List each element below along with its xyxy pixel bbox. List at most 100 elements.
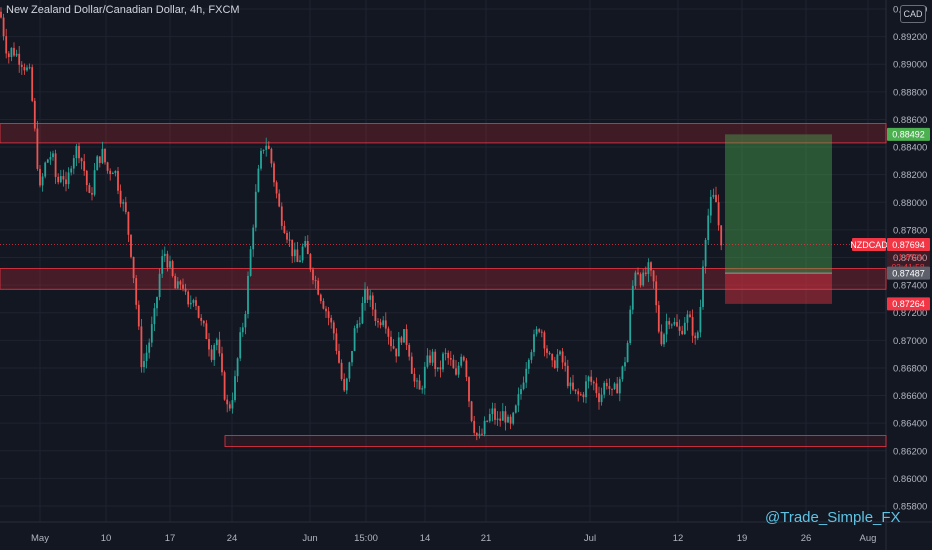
candle-body <box>335 333 338 351</box>
candle-body <box>137 304 140 327</box>
candle-body <box>119 190 122 204</box>
candle-body <box>356 323 359 329</box>
candle-body <box>364 288 366 304</box>
candle-body <box>114 170 117 174</box>
candle-body <box>566 365 569 387</box>
candle-body <box>400 337 403 343</box>
candle-body <box>13 47 15 56</box>
candle-body <box>179 281 182 285</box>
candle-body <box>468 377 470 402</box>
candle-body <box>208 339 210 350</box>
candle-body <box>226 399 229 405</box>
y-tick-label: 0.86800 <box>893 363 927 374</box>
candle-body <box>20 64 23 67</box>
candle-body <box>478 433 481 436</box>
candle-body <box>410 356 413 374</box>
candle-body <box>78 146 80 159</box>
candle-body <box>369 295 372 300</box>
candle-body <box>15 53 18 56</box>
candle-body <box>306 241 309 255</box>
candle-body <box>525 368 528 383</box>
candle-body <box>202 320 205 324</box>
candle-body <box>317 280 320 295</box>
candle-body <box>171 261 174 277</box>
candle-body <box>319 294 322 302</box>
candle-body <box>707 215 710 240</box>
candle-body <box>626 343 629 363</box>
candle-body <box>473 420 476 433</box>
candle-body <box>551 353 554 361</box>
candle-body <box>392 346 395 349</box>
candle-body <box>488 414 491 422</box>
candle-body <box>348 362 351 379</box>
candle-body <box>70 168 73 173</box>
candle-body <box>650 262 652 271</box>
candle-body <box>7 53 10 58</box>
candle-body <box>247 275 249 315</box>
candle-body <box>629 309 632 344</box>
candle-body <box>148 342 151 353</box>
candle-body <box>93 170 96 195</box>
candle-body <box>455 368 457 375</box>
candle-body <box>397 337 400 357</box>
candle-body <box>366 288 369 300</box>
candle-body <box>288 239 291 241</box>
x-tick-label: May <box>31 533 49 544</box>
candle-body <box>127 212 130 235</box>
candle-body <box>98 156 101 163</box>
candle-body <box>418 380 421 390</box>
y-tick-label: 0.88000 <box>893 198 927 209</box>
candle-body <box>556 354 559 369</box>
candle-body <box>254 191 257 228</box>
candle-body <box>559 351 561 355</box>
candle-body <box>379 322 382 326</box>
candle-body <box>712 194 715 197</box>
candle-body <box>75 146 78 159</box>
candle-body <box>382 320 385 326</box>
candle-body <box>452 359 455 369</box>
candle-body <box>429 355 431 363</box>
candle-body <box>200 317 203 321</box>
candle-body <box>546 348 548 353</box>
candle-body <box>465 360 468 378</box>
currency-button[interactable]: CAD <box>900 5 926 23</box>
candle-body <box>26 67 28 71</box>
candle-body <box>41 176 44 186</box>
price-change-label: −1.85% <box>893 252 923 262</box>
candle-body <box>265 145 268 150</box>
candle-body <box>215 339 218 346</box>
candle-body <box>520 389 522 395</box>
candle-body <box>252 227 255 250</box>
candle-body <box>192 300 195 303</box>
candle-body <box>57 176 60 183</box>
candle-body <box>371 295 374 310</box>
candle-body <box>161 256 164 274</box>
y-tick-label: 0.86600 <box>893 391 927 402</box>
candle-body <box>616 383 619 394</box>
candle-body <box>670 324 673 326</box>
candle-body <box>634 272 637 286</box>
candle-body <box>618 379 621 394</box>
candle-body <box>442 353 444 370</box>
x-tick-label: 26 <box>801 533 812 544</box>
candle-body <box>538 329 541 332</box>
candle-body <box>197 305 200 318</box>
candle-body <box>699 306 702 333</box>
candle-body <box>49 157 52 160</box>
candle-body <box>577 391 580 395</box>
candle-body <box>309 254 312 270</box>
candle-body <box>280 206 283 226</box>
y-tick-label: 0.87200 <box>893 308 927 319</box>
candle-body <box>720 225 723 246</box>
y-tick-label: 0.86400 <box>893 419 927 430</box>
candle-body <box>96 156 99 171</box>
candle-body <box>689 314 691 318</box>
candle-body <box>296 249 299 262</box>
candle-body <box>540 331 543 333</box>
candle-body <box>91 192 93 195</box>
candle-body <box>613 383 616 389</box>
candle-body <box>343 379 346 391</box>
candle-body <box>135 278 138 305</box>
candle-body <box>483 420 486 435</box>
